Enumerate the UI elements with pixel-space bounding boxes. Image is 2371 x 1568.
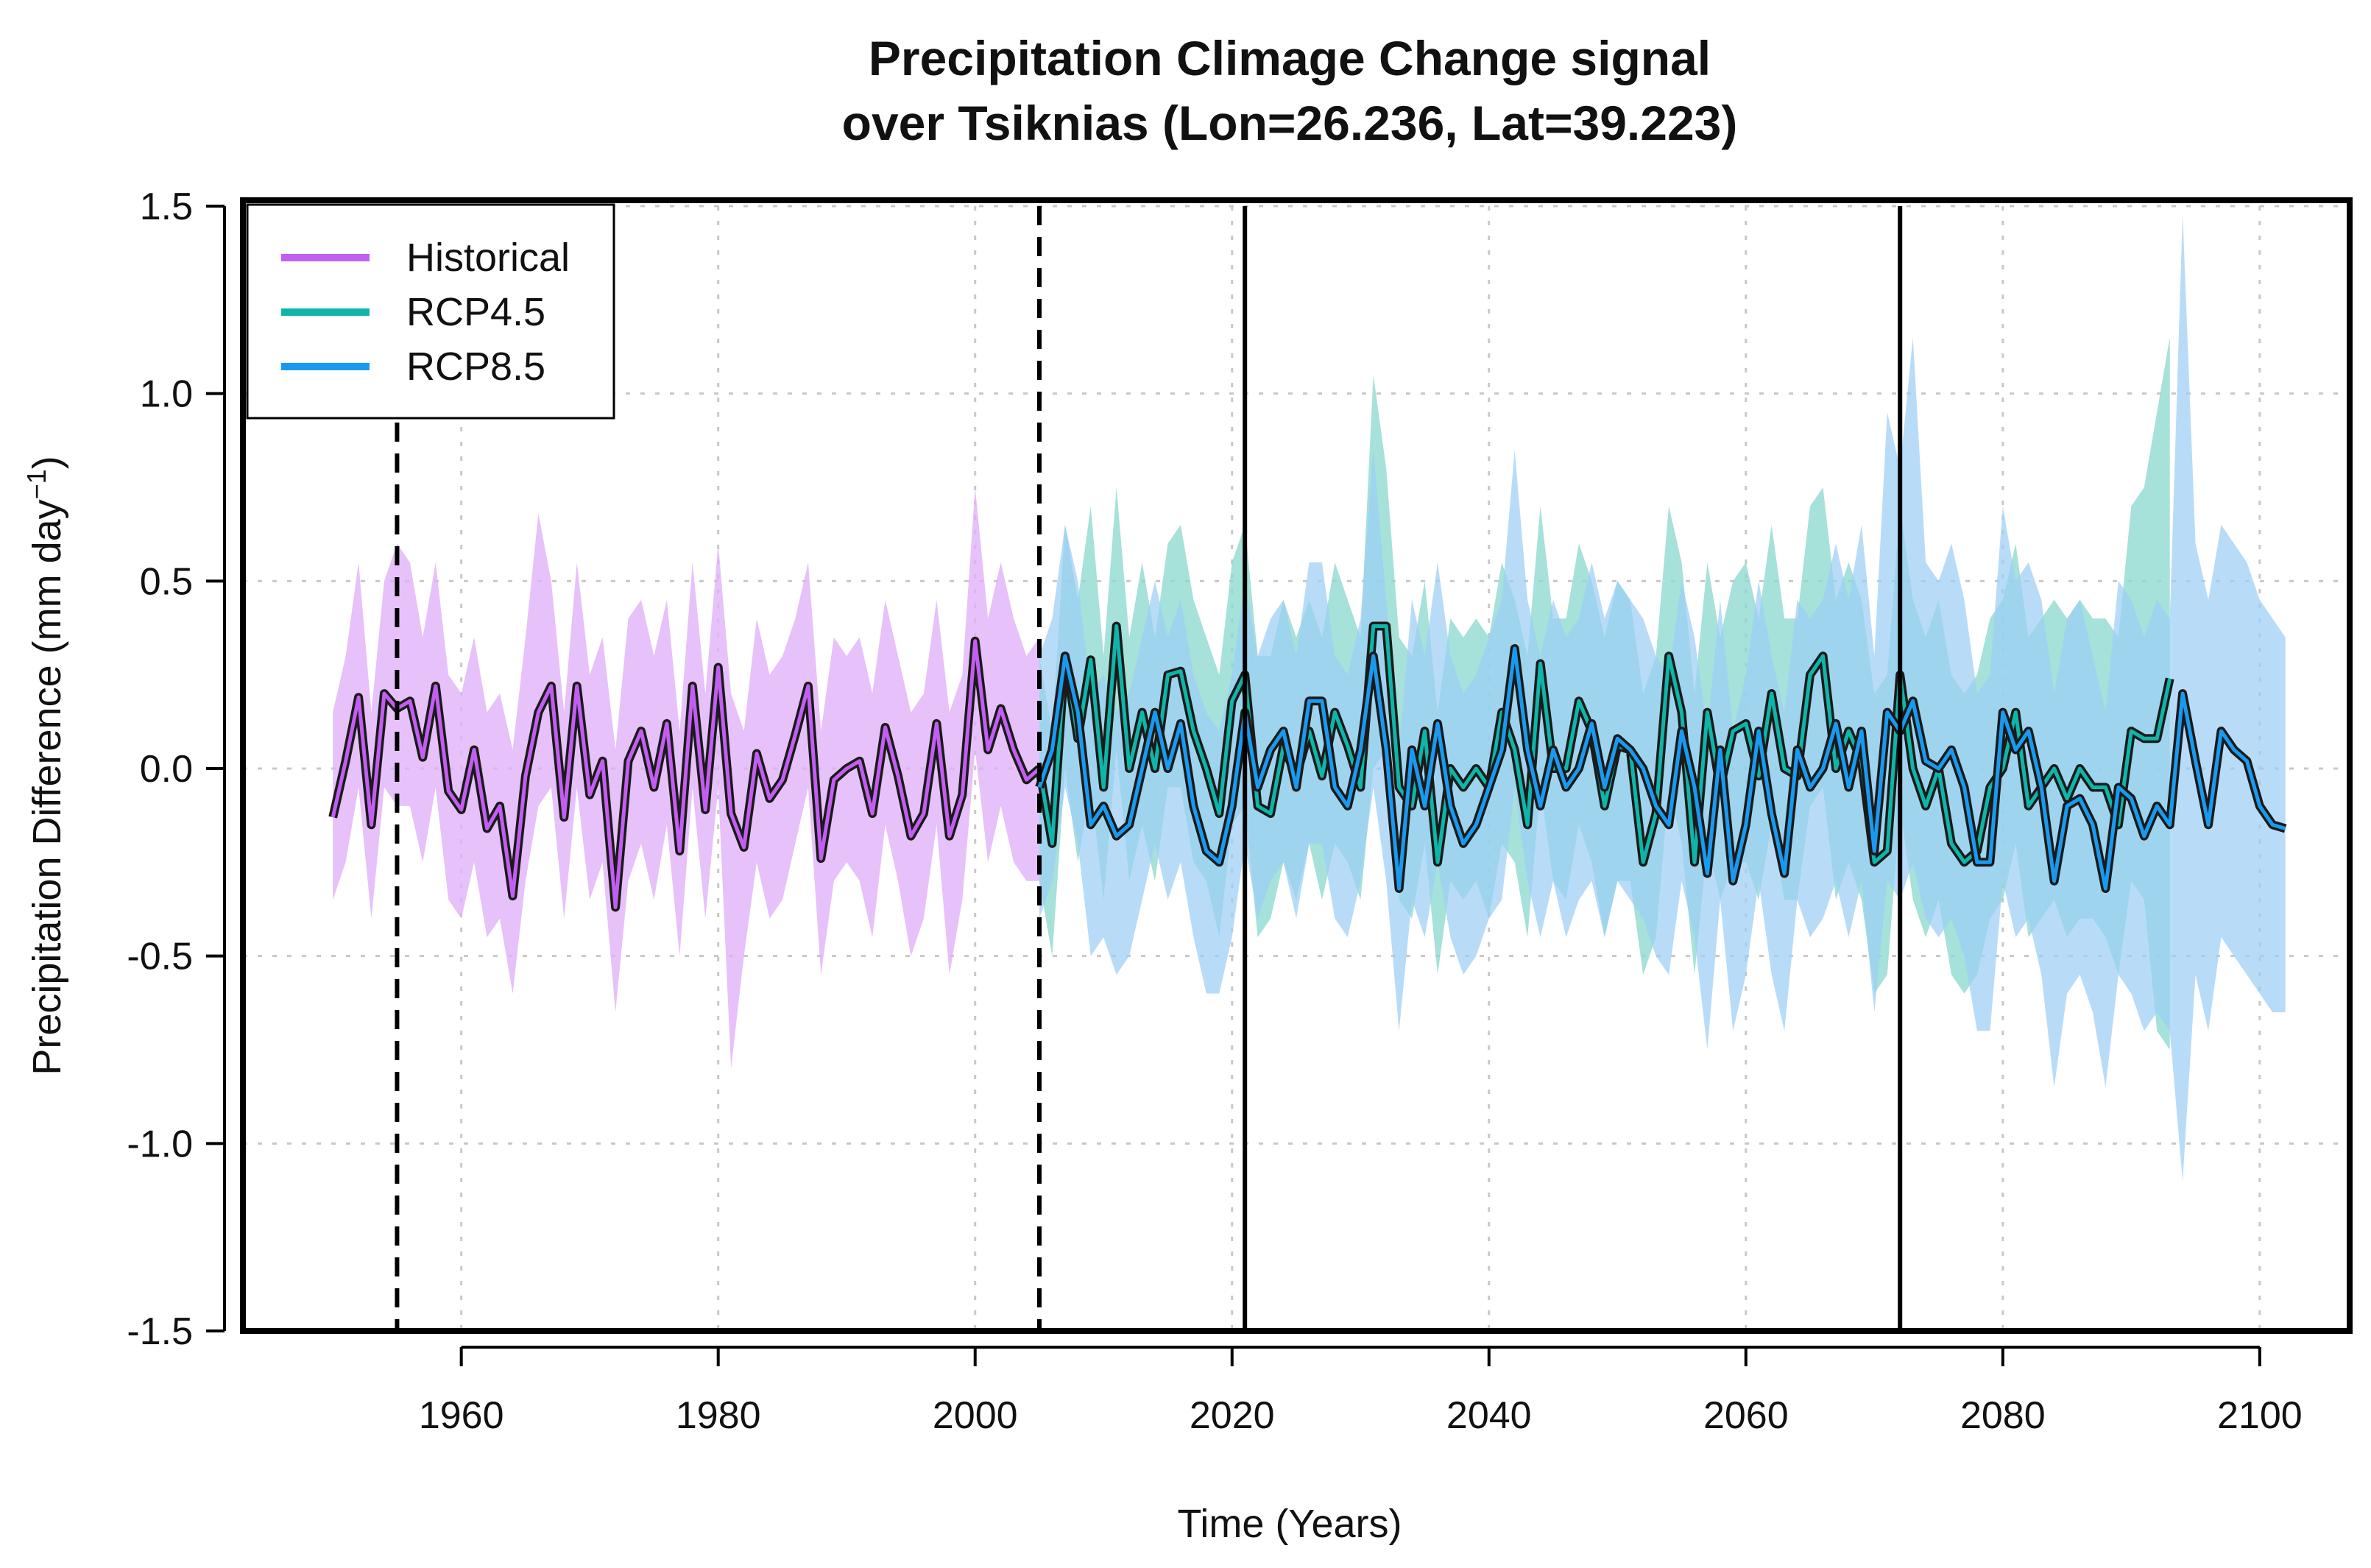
legend-label-historical: Historical <box>406 236 570 280</box>
legend: Historical RCP4.5 RCP8.5 <box>246 203 615 420</box>
x-tick-label-2080: 2080 <box>1960 1394 2046 1437</box>
plot-frame <box>240 197 2353 1334</box>
y-tick-label--1.0: -1.0 <box>127 1123 193 1165</box>
legend-label-rcp45: RCP4.5 <box>406 290 545 334</box>
y-axis-label-superscript: −1 <box>21 469 52 499</box>
series-line-rcp45 <box>1037 624 2172 864</box>
y-tick-label-0.5: 0.5 <box>140 560 193 603</box>
y-axis-label: Precipitation Difference (mm day−1) <box>21 456 69 1075</box>
x-tick-label-2040: 2040 <box>1446 1394 1532 1437</box>
legend-label-rcp85: RCP8.5 <box>406 345 545 389</box>
y-tick-label--0.5: -0.5 <box>127 936 193 978</box>
series-line-historical <box>331 639 1041 909</box>
y-axis-label-close: ) <box>25 456 69 469</box>
y-axis-label-main: Precipitation Difference (mm day <box>25 499 69 1075</box>
series-lines <box>328 621 2287 912</box>
x-tick-label-1960: 1960 <box>419 1394 504 1437</box>
x-axis-label: Time (Years) <box>1177 1502 1402 1546</box>
y-tick-label-1.0: 1.0 <box>140 373 193 416</box>
x-tick-label-2000: 2000 <box>933 1394 1018 1437</box>
y-tick-label-1.5: 1.5 <box>140 186 193 228</box>
x-tick-label-2100: 2100 <box>2217 1394 2303 1437</box>
y-tick-label-0.0: 0.0 <box>140 748 193 791</box>
x-tick-label-2060: 2060 <box>1703 1394 1789 1437</box>
y-tick-label--1.5: -1.5 <box>127 1310 193 1353</box>
x-tick-label-2020: 2020 <box>1190 1394 1275 1437</box>
chart-title-line2: over Tsiknias (Lon=26.236, Lat=39.223) <box>842 96 1738 150</box>
x-tick-label-1980: 1980 <box>676 1394 761 1437</box>
chart-title-line1: Precipitation Climage Change signal <box>869 31 1711 85</box>
axes: 1960 1980 2000 2020 2040 2060 2080 2100 1.5 1.0 0.… <box>127 186 2302 1437</box>
